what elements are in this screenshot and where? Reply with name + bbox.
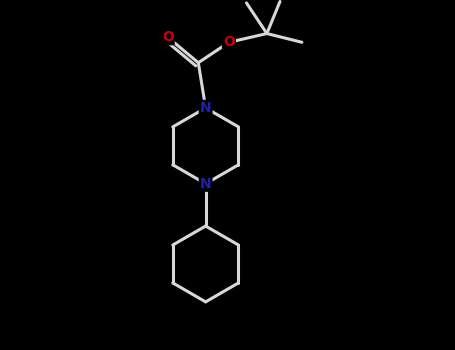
Text: O: O xyxy=(162,30,174,44)
Text: N: N xyxy=(200,177,212,191)
Text: N: N xyxy=(200,101,212,115)
Text: O: O xyxy=(223,35,235,49)
